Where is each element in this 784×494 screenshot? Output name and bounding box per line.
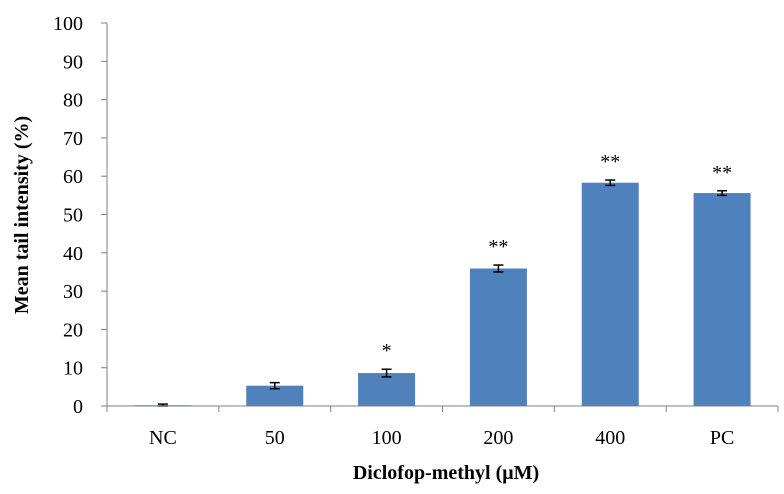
significance-label: ** (600, 151, 620, 173)
x-axis-title: Diclofop-methyl (μM) (353, 462, 539, 484)
x-axis: NC 50 100 200 400 PC (106, 405, 779, 449)
significance-label: * (382, 340, 392, 362)
y-tick-label: 0 (73, 396, 83, 418)
x-tick-label: 200 (483, 427, 513, 449)
x-tick-label: NC (149, 427, 177, 449)
y-tick-label: 100 (53, 13, 83, 35)
y-tick-label: 40 (63, 243, 83, 265)
y-axis-title: Mean tail intensity (%) (11, 116, 33, 314)
x-tick-label: 50 (265, 427, 285, 449)
significance-label: ** (712, 162, 732, 184)
bar (581, 182, 639, 406)
y-axis: 0 10 20 30 40 50 60 70 80 90 100 (53, 13, 108, 418)
y-tick-label: 20 (63, 319, 83, 341)
y-tick-label: 80 (63, 90, 83, 112)
bar (358, 373, 416, 406)
x-tick-label: 100 (372, 427, 402, 449)
y-tick-label: 10 (63, 358, 83, 380)
y-tick-label: 30 (63, 281, 83, 303)
bars-group: ***** ** (134, 151, 751, 407)
x-tick-label: 400 (595, 427, 625, 449)
y-tick-label: 70 (63, 128, 83, 150)
bar (469, 268, 527, 406)
y-tick-label: 90 (63, 51, 83, 73)
y-tick-label: 60 (63, 166, 83, 188)
x-tick-label: PC (710, 427, 734, 449)
y-tick-label: 50 (63, 205, 83, 227)
significance-label: ** (488, 236, 508, 258)
bar (246, 385, 304, 406)
bar (693, 193, 751, 406)
